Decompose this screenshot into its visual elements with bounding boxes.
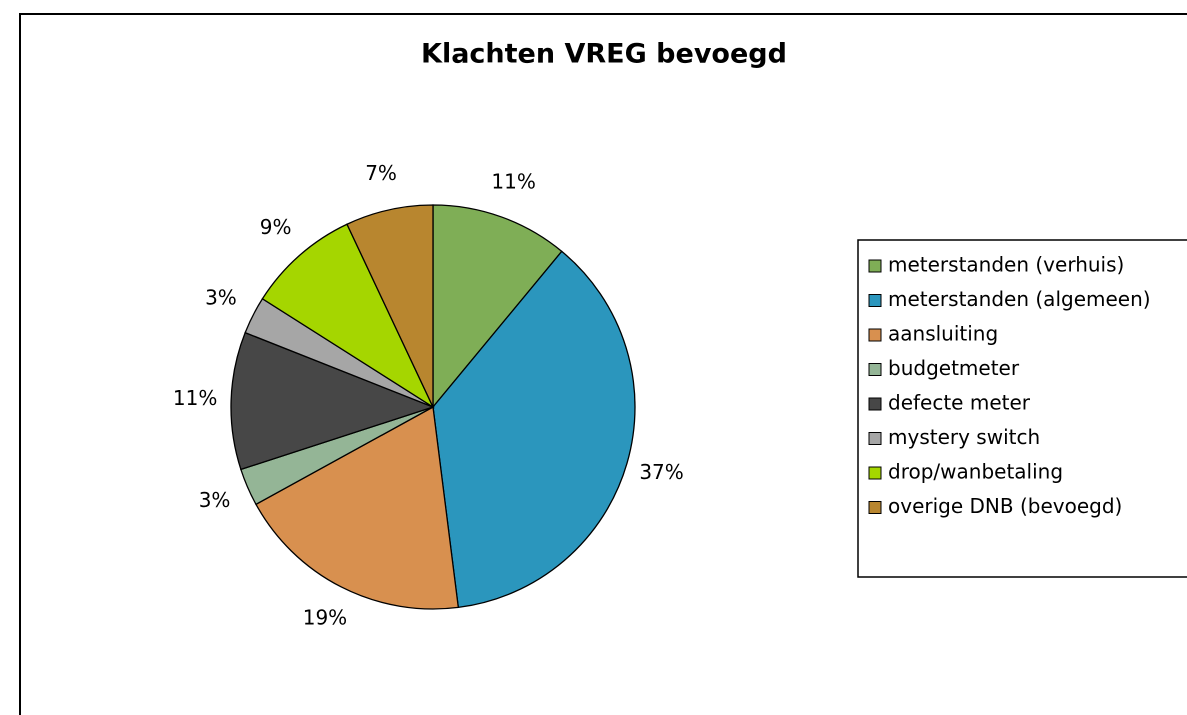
legend-label: meterstanden (verhuis): [888, 253, 1124, 277]
legend-swatch: [868, 328, 882, 342]
legend-label: mystery switch: [888, 425, 1040, 449]
legend-label: budgetmeter: [888, 356, 1020, 380]
pie-slice: [432, 250, 636, 609]
legend-label: overige DNB (bevoegd): [888, 494, 1122, 518]
data-label: 3%: [199, 488, 231, 512]
legend-label: aansluiting: [888, 322, 998, 346]
data-label: 37%: [639, 460, 683, 484]
legend-swatch: [868, 294, 882, 307]
data-label: 11%: [491, 170, 535, 194]
data-label: 11%: [173, 386, 217, 410]
pie-slice: [261, 223, 435, 409]
legend-label: drop/wanbetaling: [888, 460, 1063, 484]
data-label: 9%: [260, 215, 292, 239]
legend-label: meterstanden (algemeen): [888, 287, 1151, 311]
data-label: 3%: [205, 285, 237, 309]
legend: [857, 239, 1187, 578]
legend-swatch: [868, 501, 882, 514]
legend-swatch: [868, 259, 882, 273]
pie-slice: [346, 204, 434, 408]
pie-slice: [432, 204, 563, 409]
data-label: 19%: [303, 606, 347, 630]
chart-title: Klachten VREG bevoegd: [421, 39, 787, 70]
legend-swatch: [868, 363, 882, 376]
legend-swatch: [868, 397, 882, 411]
legend-swatch: [868, 466, 882, 480]
pie-slice: [230, 331, 435, 471]
pie-slice: [255, 405, 460, 610]
legend-swatch: [868, 432, 882, 445]
data-label: 7%: [365, 161, 397, 185]
legend-label: defecte meter: [888, 391, 1031, 415]
